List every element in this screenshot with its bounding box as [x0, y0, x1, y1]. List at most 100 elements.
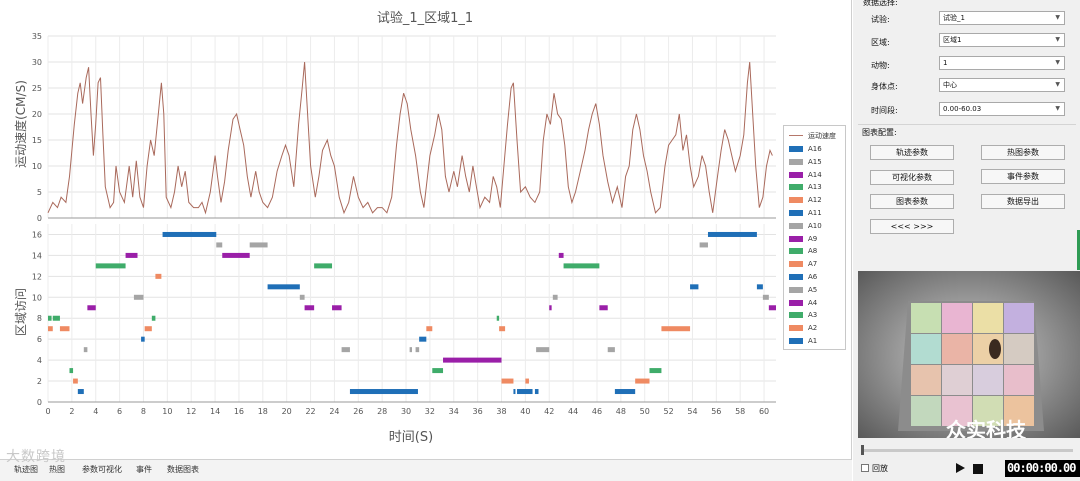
speed-y-tick-label: 5 [37, 188, 42, 197]
zone-label: 区域: [871, 38, 890, 47]
legend-label: A10 [808, 221, 822, 230]
body-point-select[interactable]: 中心 ▼ [939, 78, 1065, 92]
zone-visit-bar [415, 347, 420, 353]
legend-label: A5 [808, 285, 818, 294]
body-point-select-value: 中心 [943, 81, 957, 89]
visit-y-tick-label: 2 [37, 377, 42, 386]
watermark-text: 大数跨境 [6, 449, 66, 465]
zone-select[interactable]: 区域1 ▼ [939, 33, 1065, 47]
trial-select[interactable]: 试验_1 ▼ [939, 11, 1065, 25]
play-icon[interactable] [956, 463, 965, 473]
legend-label: A14 [808, 170, 822, 179]
x-tick-label: 44 [568, 407, 578, 416]
arena-zone-cell [942, 365, 972, 395]
speed-y-tick-label: 15 [32, 136, 42, 145]
period-select[interactable]: 0.00-60.03 ▼ [939, 102, 1065, 116]
legend-label: A6 [808, 273, 818, 281]
x-tick-label: 22 [305, 407, 315, 416]
chart-params-button[interactable]: 图表参数 [870, 194, 954, 209]
zone-visit-bar [635, 378, 650, 384]
speed-plot: 0 5 10 15 20 25 30 35 [32, 32, 776, 223]
x-axis-label: 时间(S) [389, 430, 433, 445]
config-title: 图表配置: [862, 128, 897, 137]
chart-svg: 试验_1_区域1_1 运动速度(CM/S) 区域访问 时间(S) 0 5 10 15 2… [13, 10, 776, 445]
arena-zone-cell [1004, 365, 1034, 395]
x-tick-label: 46 [592, 407, 602, 416]
legend-item-a14: A14 [789, 170, 847, 180]
legend-swatch [789, 338, 803, 344]
x-tick-label: 58 [735, 407, 745, 416]
chart-area: 试验_1_区域1_1 运动速度(CM/S) 区域访问 时间(S) 0 5 10 15 2… [13, 0, 852, 459]
timecode-display: 00:00:00.00 [1005, 460, 1080, 477]
tab-param-visual[interactable]: 参数可视化 [82, 465, 122, 474]
zone-visit-bar [525, 378, 529, 384]
legend-swatch [789, 312, 803, 319]
zone-visit-bar [699, 242, 708, 248]
heatmap-params-button[interactable]: 热图参数 [981, 145, 1065, 160]
chevron-down-icon: ▼ [1055, 59, 1060, 66]
right-panel: 数据选择: 试验: 试验_1 ▼ 区域: 区域1 ▼ 动物: 1 ▼ 身体点: 中心 ▼… [853, 0, 1080, 481]
page-nav-button[interactable]: <<< >>> [870, 219, 954, 234]
zone-visit-bar [59, 326, 70, 332]
arena-zone-cell [942, 396, 972, 426]
zone-visit-bar [73, 378, 78, 384]
zone-visit-bar [52, 315, 60, 321]
zone-visit-bar [77, 389, 84, 395]
zone-visit-bar [552, 294, 558, 300]
x-tick-label: 28 [377, 407, 387, 416]
legend-item-a1: A1 [789, 336, 847, 346]
zone-visit-bar [426, 326, 433, 332]
zone-visit-bar [332, 305, 342, 311]
x-tick-label: 32 [425, 407, 435, 416]
zone-visit-bar [162, 231, 217, 237]
legend-item-a11: A11 [789, 208, 847, 218]
tab-data-chart[interactable]: 数据图表 [167, 465, 199, 474]
stop-icon[interactable] [973, 464, 983, 474]
zone-visit-bar [304, 305, 315, 311]
replay-checkbox[interactable] [861, 464, 869, 472]
legend-item-a15: A15 [789, 157, 847, 167]
video-progress-handle[interactable] [861, 445, 864, 455]
replay-toggle[interactable]: 回放 [861, 463, 888, 474]
legend-swatch [789, 184, 803, 191]
x-tick-label: 34 [449, 407, 459, 416]
zone-visit-bar [661, 326, 691, 332]
chart-legend: 运动速度 A16 A15 A14 A13 A12 A11 A10 A9 A8 A7 A6 A5 A4 A3… [783, 125, 846, 350]
tab-events[interactable]: 事件 [136, 465, 152, 474]
animal-select[interactable]: 1 ▼ [939, 56, 1065, 70]
arena-zone-cell [942, 334, 972, 364]
panel-edge-tab[interactable] [1077, 230, 1080, 270]
zone-select-value: 区域1 [943, 36, 962, 44]
data-export-button[interactable]: 数据导出 [981, 194, 1065, 209]
arena-zone-grid [911, 303, 1034, 426]
arena-zone-cell [911, 303, 941, 333]
legend-swatch [789, 299, 803, 306]
event-params-button[interactable]: 事件参数 [981, 169, 1065, 184]
zone-visit-bar [125, 252, 138, 258]
x-tick-label: 60 [759, 407, 769, 416]
x-tick-label: 10 [162, 407, 172, 416]
x-tick-label: 30 [401, 407, 411, 416]
track-params-button[interactable]: 轨迹参数 [870, 145, 954, 160]
x-tick-label: 8 [141, 407, 146, 416]
legend-swatch [789, 274, 803, 280]
tab-track[interactable]: 轨迹图 [14, 465, 38, 474]
trial-label: 试验: [871, 15, 890, 24]
legend-item-a5: A5 [789, 285, 847, 295]
video-progress-slider[interactable] [863, 449, 1073, 452]
zone-visit-bar [83, 347, 88, 353]
legend-label: A9 [808, 234, 818, 243]
arena-zone-cell [911, 396, 941, 426]
zone-visit-bar [141, 336, 145, 342]
x-tick-label: 52 [663, 407, 673, 416]
body-point-label: 身体点: [871, 82, 898, 91]
x-tick-label: 2 [69, 407, 74, 416]
legend-item-a8: A8 [789, 246, 847, 256]
tab-heatmap[interactable]: 热图 [49, 465, 65, 474]
speed-y-tick-label: 35 [32, 32, 42, 41]
legend-swatch [789, 222, 803, 229]
x-tick-label: 6 [117, 407, 122, 416]
visual-params-button[interactable]: 可视化参数 [870, 170, 954, 185]
legend-swatch [789, 248, 803, 255]
arena-zone-cell [973, 365, 1003, 395]
